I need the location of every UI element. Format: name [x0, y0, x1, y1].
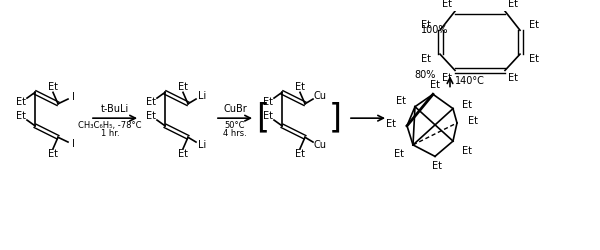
Text: Et: Et: [421, 54, 431, 64]
Text: 80%: 80%: [415, 70, 436, 80]
Text: ]: ]: [329, 102, 341, 135]
Text: Et: Et: [146, 111, 156, 121]
Text: Li: Li: [198, 91, 206, 101]
Text: Et: Et: [442, 0, 452, 8]
Text: Et: Et: [396, 96, 406, 106]
Text: Et: Et: [529, 54, 539, 64]
Text: Et: Et: [16, 111, 26, 121]
Text: 4 hrs.: 4 hrs.: [223, 129, 247, 138]
Text: Et: Et: [529, 20, 539, 30]
Text: Et: Et: [462, 100, 472, 110]
Text: Et: Et: [430, 80, 440, 90]
Text: 140°C: 140°C: [455, 76, 485, 86]
Text: Et: Et: [386, 119, 396, 129]
Text: Et: Et: [16, 97, 26, 107]
Text: [: [: [257, 102, 269, 135]
Text: t-BuLi: t-BuLi: [101, 104, 129, 114]
Text: I: I: [71, 92, 74, 102]
Text: 50°C: 50°C: [225, 121, 245, 130]
Text: CH₃C₆H₅, -78°C: CH₃C₆H₅, -78°C: [78, 121, 142, 130]
Text: Et: Et: [432, 161, 442, 171]
Text: Et: Et: [178, 82, 188, 92]
Text: Et: Et: [462, 146, 472, 156]
Text: Et: Et: [48, 150, 58, 160]
Text: Et: Et: [508, 73, 518, 83]
Text: Et: Et: [394, 150, 404, 160]
Text: Et: Et: [48, 82, 58, 92]
Text: Et: Et: [468, 116, 478, 126]
Text: CuBr: CuBr: [223, 104, 247, 114]
Text: Cu: Cu: [314, 91, 326, 101]
Text: Et: Et: [295, 150, 305, 160]
Text: Et: Et: [421, 20, 431, 30]
Text: Et: Et: [178, 150, 188, 160]
Text: Li: Li: [198, 140, 206, 150]
Text: 100%: 100%: [421, 25, 449, 35]
Text: Et: Et: [263, 111, 273, 121]
Text: Et: Et: [442, 73, 452, 83]
Text: 1 hr.: 1 hr.: [101, 129, 119, 138]
Text: Et: Et: [295, 82, 305, 92]
Text: Et: Et: [508, 0, 518, 8]
Text: Et: Et: [263, 97, 273, 107]
Text: Et: Et: [146, 97, 156, 107]
Text: Cu: Cu: [314, 140, 326, 150]
Text: I: I: [71, 139, 74, 149]
